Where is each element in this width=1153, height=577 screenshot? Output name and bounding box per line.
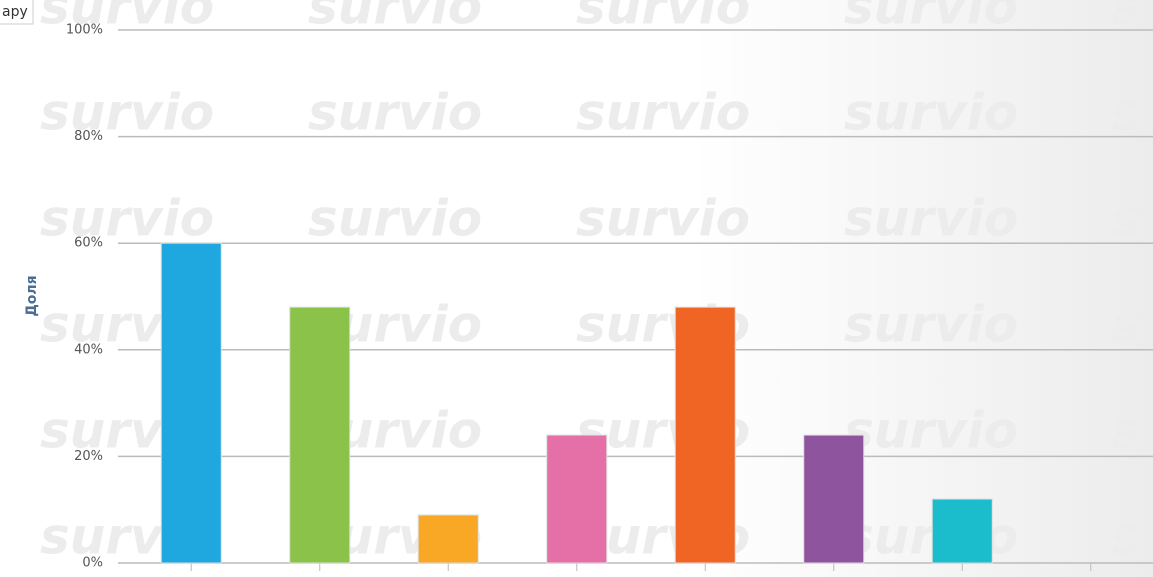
watermark: survio [40, 190, 214, 248]
bar [289, 306, 351, 564]
bar [674, 306, 736, 564]
bar [803, 434, 865, 564]
y-tick-label: 80% [74, 129, 103, 144]
legend-text: ару [2, 4, 28, 20]
bar [417, 514, 479, 564]
watermark: survio [1112, 296, 1153, 354]
watermark: survio [1112, 190, 1153, 248]
watermark: survio [308, 190, 482, 248]
y-axis-label: Доля [24, 275, 40, 316]
watermark: survio [308, 84, 482, 142]
bar [931, 498, 993, 564]
legend-box [0, 0, 34, 25]
bar [160, 242, 222, 564]
watermark: survio [1112, 84, 1153, 142]
y-tick-label: 60% [74, 236, 103, 251]
watermark: survio [1112, 402, 1153, 460]
y-tick-label: 40% [74, 342, 103, 357]
watermark: survio [844, 402, 1018, 460]
y-tick-label: 0% [82, 556, 103, 571]
watermark: survio [844, 296, 1018, 354]
watermark: survio [40, 84, 214, 142]
y-tick-label: 100% [66, 23, 103, 38]
watermark: survio [1112, 508, 1153, 566]
watermark: survio [576, 190, 750, 248]
watermark: survio [844, 84, 1018, 142]
y-tick-label: 20% [74, 449, 103, 464]
watermark: survio [576, 84, 750, 142]
bar [546, 434, 608, 564]
watermark: survio [844, 190, 1018, 248]
